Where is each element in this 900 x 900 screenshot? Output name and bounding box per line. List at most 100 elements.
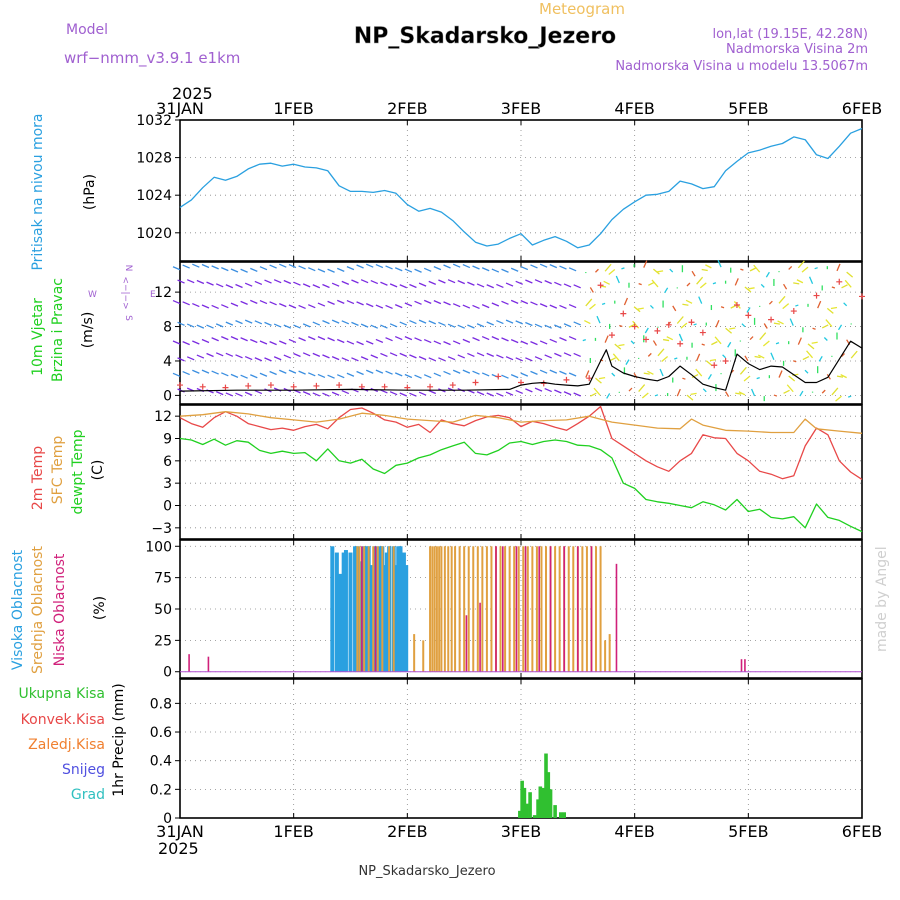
wind-arrow	[201, 263, 210, 269]
wind-arrow	[831, 387, 839, 396]
wind-arrow	[486, 352, 494, 358]
wind-arrow	[678, 333, 684, 342]
gust-marker	[495, 373, 502, 380]
wind-arrow	[235, 354, 243, 359]
wind-arrow	[433, 300, 442, 305]
wind-arrow	[696, 276, 704, 285]
wind-arrow	[754, 355, 761, 359]
wind-arrow	[544, 354, 552, 359]
wind-arrow	[308, 267, 316, 272]
cloud-bar	[572, 546, 575, 672]
wind-arrow	[638, 283, 642, 286]
cloud-bar	[356, 546, 359, 672]
precip-bar	[553, 805, 557, 818]
wind-arrow	[520, 340, 529, 345]
y-tick-label: 0	[163, 388, 172, 404]
x-tick-label-bottom: 4FEB	[614, 822, 654, 841]
gust-marker	[336, 382, 343, 389]
wind-arrow	[192, 263, 200, 268]
wind-arrow	[302, 323, 311, 328]
wind-arrow	[840, 374, 847, 379]
wind-arrow	[211, 265, 219, 270]
wind-arrow	[648, 281, 655, 286]
cloud-bar	[341, 552, 346, 672]
x-tick-label-top: 6FEB	[842, 99, 882, 118]
wind-arrow	[452, 340, 461, 345]
precip-bar	[532, 815, 537, 818]
cloud-bar	[381, 546, 384, 672]
wind-arrow	[759, 332, 767, 341]
wind-arrow	[637, 307, 644, 310]
wind-arrow	[647, 370, 654, 375]
wind-arrow	[510, 267, 519, 272]
wind-arrow	[418, 356, 427, 361]
wind-arrow	[317, 302, 326, 307]
wind-arrow	[385, 337, 393, 342]
dewpt-label: dewpt Temp	[70, 429, 86, 514]
wind-arrow	[525, 321, 533, 327]
wind-arrow	[711, 341, 718, 346]
wind-arrow	[496, 354, 504, 359]
wind-arrow	[312, 284, 321, 289]
wind-arrow	[792, 373, 799, 376]
gust-marker	[836, 278, 843, 285]
wind-arrow	[346, 266, 355, 271]
wind-arrow	[192, 369, 200, 374]
wind-arrow	[836, 375, 844, 378]
cloud-bar	[431, 546, 434, 672]
wind-arrow	[192, 340, 200, 345]
wind-arrow	[182, 301, 190, 306]
gust-marker	[688, 319, 695, 326]
wind-arrow	[641, 392, 649, 399]
wind-arrow	[327, 374, 335, 379]
wind-arrow	[211, 337, 219, 342]
y-tick-label: 0.6	[150, 725, 172, 741]
cloud-unit: (%)	[92, 596, 108, 620]
y-tick-label: 1032	[136, 113, 172, 129]
wind-arrow	[760, 283, 765, 288]
x-tick-label-bottom: 1FEB	[273, 822, 313, 841]
wind-arrow	[225, 321, 234, 326]
wind-arrow	[322, 320, 330, 325]
model-name: wrf−nmm_v3.9.1 e1km	[64, 49, 240, 68]
footer-station: NP_Skadarsko_Jezero	[358, 864, 495, 879]
wind-arrow	[520, 265, 529, 271]
wind-arrow	[279, 340, 287, 345]
gust-marker	[745, 312, 752, 319]
wind-arrow	[496, 392, 504, 397]
wind-arrow	[447, 279, 456, 284]
cloud-bar	[495, 546, 497, 672]
wind-arrow	[530, 341, 538, 346]
wind-arrow	[423, 338, 432, 344]
precip-bar	[520, 780, 524, 818]
wind-arrow	[825, 319, 833, 328]
y-tick-label: 9	[163, 432, 172, 448]
wind-arrow	[317, 373, 326, 379]
wind-arrow	[399, 321, 408, 326]
wind-arrow	[172, 372, 181, 377]
wind-arrow	[680, 322, 688, 329]
cloud-bar	[535, 546, 538, 672]
wind-arrow	[549, 369, 558, 374]
wind-unit: (m/s)	[80, 312, 96, 349]
wind-arrow	[288, 338, 297, 344]
wind-arrow	[814, 267, 818, 270]
cloud-bar	[429, 546, 432, 672]
legend-total-rain: Ukupna Kisa	[18, 686, 105, 702]
wind-arrow	[830, 306, 838, 310]
wind-arrow	[568, 372, 577, 377]
y-tick-label: 12	[154, 409, 172, 425]
wind-arrow	[847, 395, 852, 398]
wind-arrow	[604, 263, 612, 272]
gust-marker	[222, 384, 229, 391]
wind-arrow	[254, 280, 263, 286]
wind-arrow	[795, 304, 799, 307]
pressure-label: Pritisak na nivou mora	[30, 113, 46, 270]
wind-arrow	[729, 327, 736, 330]
cloud-bar	[388, 546, 391, 672]
wind-arrow	[269, 341, 277, 346]
wind-arrow	[568, 267, 577, 272]
wind-arrow	[563, 391, 572, 396]
cloud-bar	[413, 634, 416, 672]
wind-arrow	[394, 372, 403, 377]
